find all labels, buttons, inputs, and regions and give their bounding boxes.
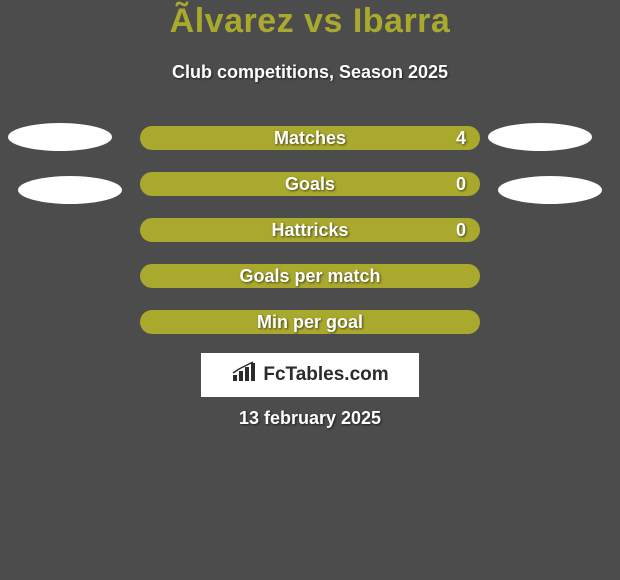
stat-bar-matches: Matches 4 — [140, 126, 480, 150]
stat-bar-mpg: Min per goal — [140, 310, 480, 334]
logo-box: FcTables.com — [201, 353, 419, 397]
footer-date: 13 february 2025 — [0, 408, 620, 429]
side-ellipse — [8, 123, 112, 151]
stat-value: 4 — [456, 128, 466, 149]
side-ellipse — [18, 176, 122, 204]
stat-bar-hattricks: Hattricks 0 — [140, 218, 480, 242]
stat-bar-gpm: Goals per match — [140, 264, 480, 288]
page-subtitle: Club competitions, Season 2025 — [0, 62, 620, 83]
stat-label: Hattricks — [271, 220, 348, 241]
page-title: Ãlvarez vs Ibarra — [0, 2, 620, 41]
barchart-icon — [231, 361, 257, 389]
stat-bar-goals: Goals 0 — [140, 172, 480, 196]
side-ellipse — [498, 176, 602, 204]
stat-label: Min per goal — [257, 312, 363, 333]
stat-label: Goals — [285, 174, 335, 195]
logo-text: FcTables.com — [263, 364, 388, 386]
stat-value: 0 — [456, 174, 466, 195]
stat-label: Matches — [274, 128, 346, 149]
stat-label: Goals per match — [239, 266, 380, 287]
stat-value: 0 — [456, 220, 466, 241]
stats-card: Ãlvarez vs Ibarra Club competitions, Sea… — [0, 0, 620, 580]
side-ellipse — [488, 123, 592, 151]
